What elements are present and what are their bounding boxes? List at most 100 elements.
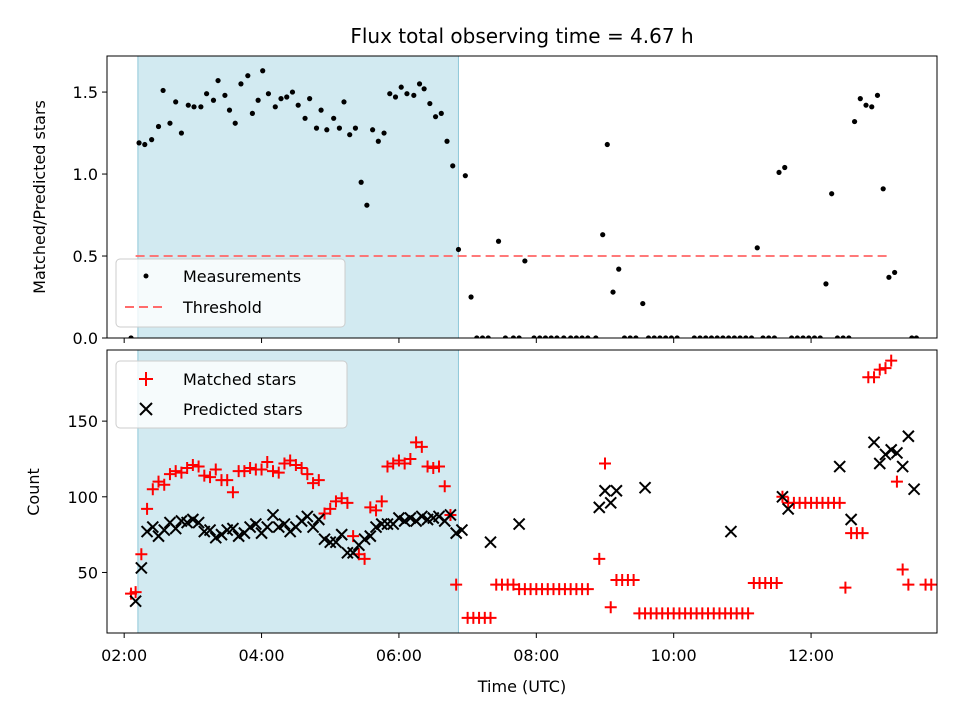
predicted-stars-point <box>444 508 457 522</box>
measurement-point <box>198 104 204 110</box>
measurement-point <box>185 102 191 108</box>
matched-stars-point <box>421 460 434 473</box>
matched-stars-point <box>244 462 257 475</box>
x-tick-label: 04:00 <box>238 646 284 665</box>
measurement-point <box>249 110 255 116</box>
measurement-point <box>160 87 166 94</box>
measurement-point <box>331 115 337 121</box>
measurement-point <box>691 335 697 338</box>
predicted-stars-point <box>873 457 886 470</box>
matched-stars-point <box>885 354 898 367</box>
predicted-stars-point <box>364 529 377 543</box>
measurement-point <box>462 173 468 179</box>
measurement-point <box>554 335 560 338</box>
ratio-panel-frame <box>106 55 938 339</box>
measurement-point <box>260 68 266 74</box>
matched-stars-point <box>204 471 217 484</box>
predicted-stars-point <box>358 532 371 546</box>
x-tick-label: 02:00 <box>101 646 147 665</box>
y-tick-label: 50 <box>78 563 98 582</box>
predicted-stars-point <box>135 561 148 575</box>
measurement-point <box>657 335 663 338</box>
measurement-point <box>579 335 585 338</box>
predicted-stars-point <box>249 517 263 531</box>
y-tick-label: 1.0 <box>73 165 98 184</box>
matched-stars-point <box>856 527 869 540</box>
predicted-stars-point <box>404 511 417 525</box>
matched-stars-point <box>341 496 354 509</box>
matched-stars-point <box>890 475 903 488</box>
measurement-point <box>645 335 652 338</box>
predicted-stars-point <box>346 546 360 559</box>
predicted-stars-point <box>306 520 320 534</box>
matched-stars-point <box>599 457 611 470</box>
measurement-point <box>776 169 782 176</box>
measurement-point <box>531 335 537 338</box>
matched-stars-point <box>324 502 337 515</box>
predicted-stars-point <box>781 502 795 516</box>
measurement-point <box>621 335 628 338</box>
measurement-point <box>495 238 502 244</box>
measurement-point <box>358 179 364 185</box>
measurement-point <box>149 137 155 143</box>
measurement-point <box>663 335 669 338</box>
measurement-point <box>909 335 915 338</box>
measurement-point <box>238 81 244 87</box>
predicted-stars-point <box>232 529 245 543</box>
measurement-point <box>479 335 486 338</box>
matched-stars-point <box>261 455 274 468</box>
measurement-point <box>829 191 835 197</box>
predicted-stars-point <box>381 517 394 531</box>
ratio-y-axis-label: Matched/Predicted stars <box>30 100 49 294</box>
measurement-point <box>743 335 749 338</box>
predicted-stars-point <box>312 513 326 526</box>
measurement-point <box>204 91 210 97</box>
matched-stars-point <box>370 504 383 517</box>
predicted-legend-marker <box>139 402 153 416</box>
predicted-stars-point <box>902 430 915 443</box>
measurement-point <box>892 269 898 276</box>
predicted-stars-point <box>158 523 171 537</box>
predicted-stars-point <box>593 501 606 514</box>
predicted-stars-point <box>243 520 257 534</box>
measurement-point <box>806 335 812 338</box>
predicted-stars-point <box>226 522 240 535</box>
count-legend: Matched stars Predicted stars <box>115 360 348 429</box>
matched-stars-point <box>433 460 445 473</box>
measurement-point <box>748 335 755 338</box>
measurement-point <box>318 107 324 113</box>
legend-label-matched: Matched stars <box>183 370 296 389</box>
measurement-point <box>633 335 639 338</box>
matched-stars-point <box>301 468 314 481</box>
count-panel-frame <box>106 349 938 634</box>
ratio-panel: 0.0 0.5 1.0 1.5 Matched/Predicted stars Mea… <box>30 55 938 348</box>
matched-stars-point <box>226 486 239 499</box>
predicted-stars-point <box>266 508 280 522</box>
ratio-legend-box <box>115 258 346 328</box>
measurement-point <box>913 335 919 338</box>
measurement-point <box>502 335 508 338</box>
measurement-point <box>142 141 148 148</box>
matched-stars-point <box>255 463 268 476</box>
measurement-point <box>232 120 238 126</box>
measurement-point <box>668 335 674 338</box>
matched-legend-marker <box>139 372 153 386</box>
measurement-point <box>485 335 491 338</box>
ratio-x-ticks <box>123 338 812 343</box>
matched-stars-point <box>902 578 915 591</box>
predicted-stars-point <box>598 484 612 497</box>
predicted-stars-point <box>341 546 354 559</box>
measurement-point <box>817 335 823 338</box>
predicted-stars-point <box>398 514 411 528</box>
x-tick-label: 12:00 <box>788 646 834 665</box>
measurement-point <box>726 335 732 338</box>
matched-stars-point <box>593 552 606 565</box>
measurement-point <box>568 335 574 338</box>
measurement-point <box>474 335 480 338</box>
measurement-point <box>697 335 703 338</box>
measurement-point <box>302 115 308 121</box>
measurement-point <box>427 100 433 107</box>
predicted-stars-point <box>896 460 909 473</box>
measurement-point <box>522 258 528 264</box>
count-y-axis: 50 100 150 <box>67 412 107 582</box>
